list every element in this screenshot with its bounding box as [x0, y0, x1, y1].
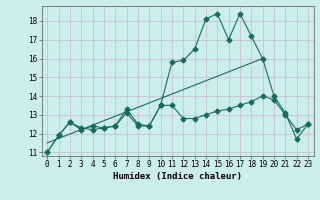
X-axis label: Humidex (Indice chaleur): Humidex (Indice chaleur): [113, 172, 242, 181]
